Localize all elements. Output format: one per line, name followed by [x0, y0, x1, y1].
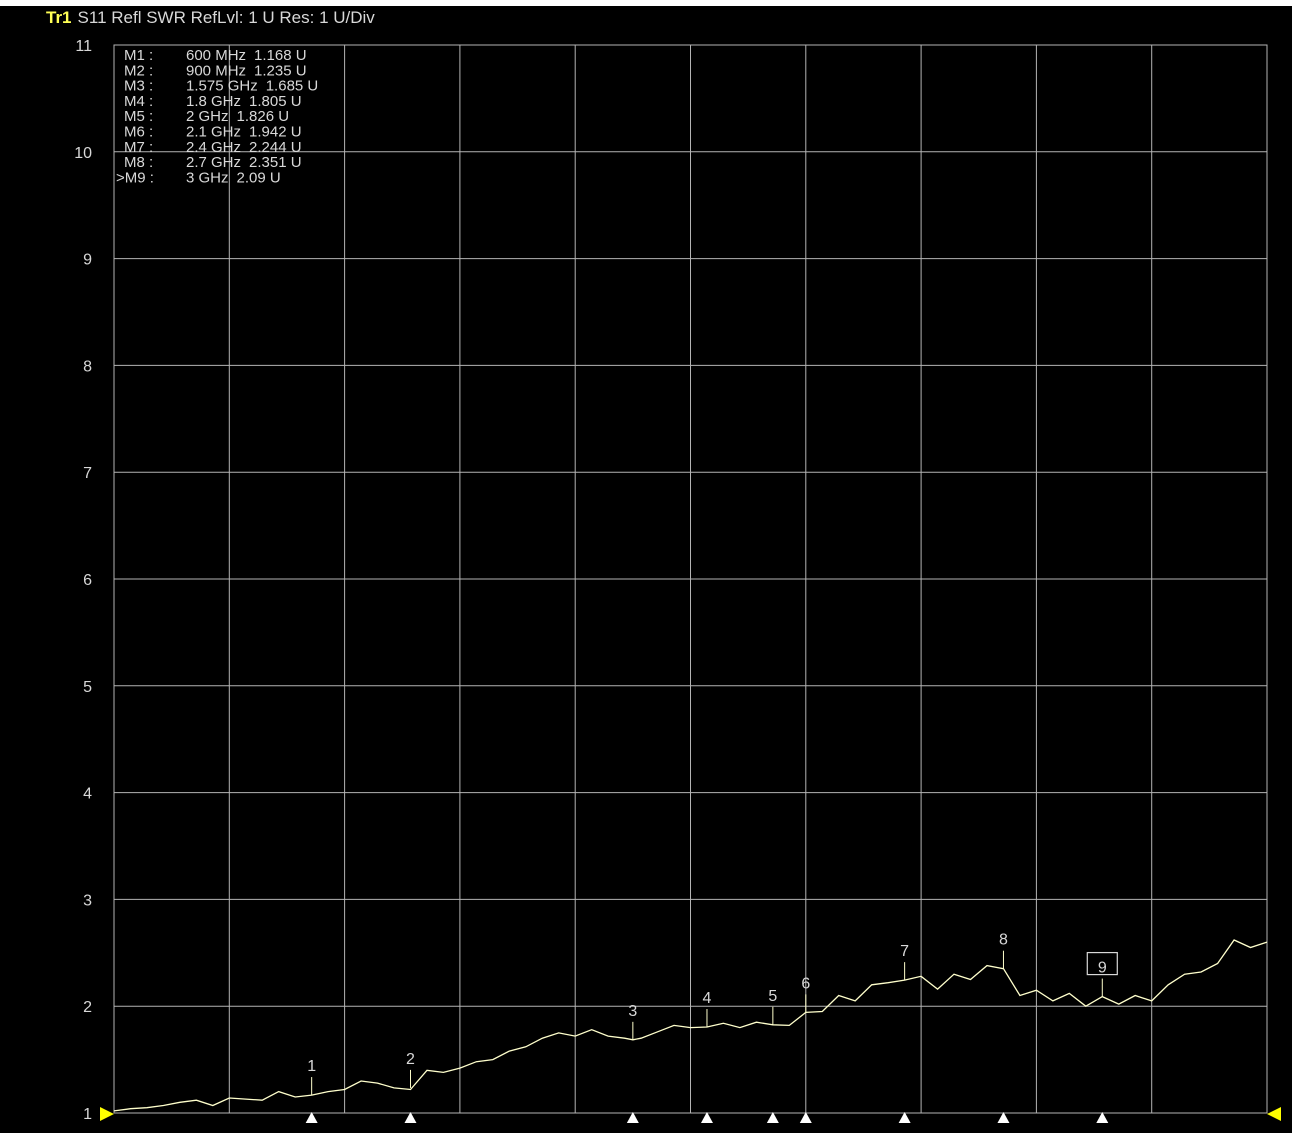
marker-table-label: M6 :: [124, 124, 153, 141]
marker-label-8[interactable]: 8: [999, 932, 1008, 949]
marker-table-frequency: 2.4 GHz: [186, 139, 241, 156]
y-tick-label: 9: [83, 252, 92, 269]
trace-header[interactable]: Tr1 S11 Refl SWR RefLvl: 1 U Res: 1 U/Div: [46, 8, 375, 30]
marker-table-value: 1.942 U: [249, 124, 302, 141]
y-tick-label: 8: [83, 358, 92, 375]
marker-table-frequency: 900 MHz: [186, 62, 246, 79]
marker-table-frequency: 600 MHz: [186, 47, 246, 64]
marker-table-frequency: 2.7 GHz: [186, 154, 241, 171]
marker-table-value: 2.09 U: [237, 169, 281, 186]
marker-table-label: M2 :: [124, 62, 153, 79]
marker-position-triangle-icon[interactable]: [700, 1112, 713, 1123]
marker-label-9[interactable]: 9: [1098, 960, 1107, 977]
y-tick-label: 5: [83, 679, 92, 696]
marker-table-value: 2.351 U: [249, 154, 302, 171]
y-tick-label: 7: [83, 465, 92, 482]
marker-table-frequency: 2.1 GHz: [186, 124, 241, 141]
marker-table-frequency: 1.8 GHz: [186, 93, 241, 110]
marker-label-2[interactable]: 2: [406, 1051, 415, 1068]
marker-table-value: 1.685 U: [266, 78, 319, 95]
y-tick-label: 2: [83, 999, 92, 1016]
marker-table-frequency: 1.575 GHz: [186, 78, 258, 95]
marker-table-value: 1.805 U: [249, 93, 302, 110]
active-marker-box: [1086, 951, 1118, 976]
trace-info: S11 Refl SWR RefLvl: 1 U Res: 1 U/Div: [77, 8, 375, 27]
marker-label-6[interactable]: 6: [801, 975, 810, 992]
y-tick-label: 10: [74, 145, 92, 162]
marker-position-triangle-icon[interactable]: [898, 1112, 911, 1123]
y-tick-label: 11: [75, 38, 92, 55]
reference-level-right-icon[interactable]: [1267, 1107, 1281, 1121]
marker-table-label: >M9 :: [116, 169, 154, 186]
marker-table-label: M7 :: [124, 139, 153, 156]
marker-position-triangle-icon[interactable]: [1096, 1112, 1109, 1123]
y-tick-label: 4: [83, 786, 92, 803]
trace-id[interactable]: Tr1: [46, 8, 72, 27]
marker-table-label: M1 :: [124, 47, 153, 64]
marker-table-frequency: 3 GHz: [186, 169, 229, 186]
y-tick-label: 1: [83, 1106, 92, 1123]
marker-position-triangle-icon[interactable]: [305, 1112, 318, 1123]
marker-label-1[interactable]: 1: [307, 1058, 316, 1075]
marker-label-5[interactable]: 5: [768, 988, 777, 1005]
marker-label-7[interactable]: 7: [900, 943, 909, 960]
marker-label-4[interactable]: 4: [703, 990, 712, 1007]
marker-table-frequency: 2 GHz: [186, 108, 229, 125]
marker-table-value: 2.244 U: [249, 139, 302, 156]
swr-trace-line: [113, 939, 1268, 1112]
marker-table-value: 1.235 U: [254, 62, 307, 79]
marker-table-label: M3 :: [124, 78, 153, 95]
marker-position-triangle-icon[interactable]: [404, 1112, 417, 1123]
marker-table-label: M8 :: [124, 154, 153, 171]
marker-position-triangle-icon[interactable]: [799, 1112, 812, 1123]
marker-table-label: M4 :: [124, 93, 153, 110]
reference-level-left-icon[interactable]: [100, 1107, 114, 1121]
marker-label-3[interactable]: 3: [628, 1003, 637, 1020]
marker-table-value: 1.826 U: [237, 108, 290, 125]
window-top-strip: [0, 0, 1292, 6]
marker-position-triangle-icon[interactable]: [626, 1112, 639, 1123]
marker-table-label: M5 :: [124, 108, 153, 125]
y-tick-label: 6: [83, 572, 92, 589]
marker-table-value: 1.168 U: [254, 47, 307, 64]
y-tick-label: 3: [83, 892, 92, 909]
marker-position-triangle-icon[interactable]: [766, 1112, 779, 1123]
marker-position-triangle-icon[interactable]: [997, 1112, 1010, 1123]
